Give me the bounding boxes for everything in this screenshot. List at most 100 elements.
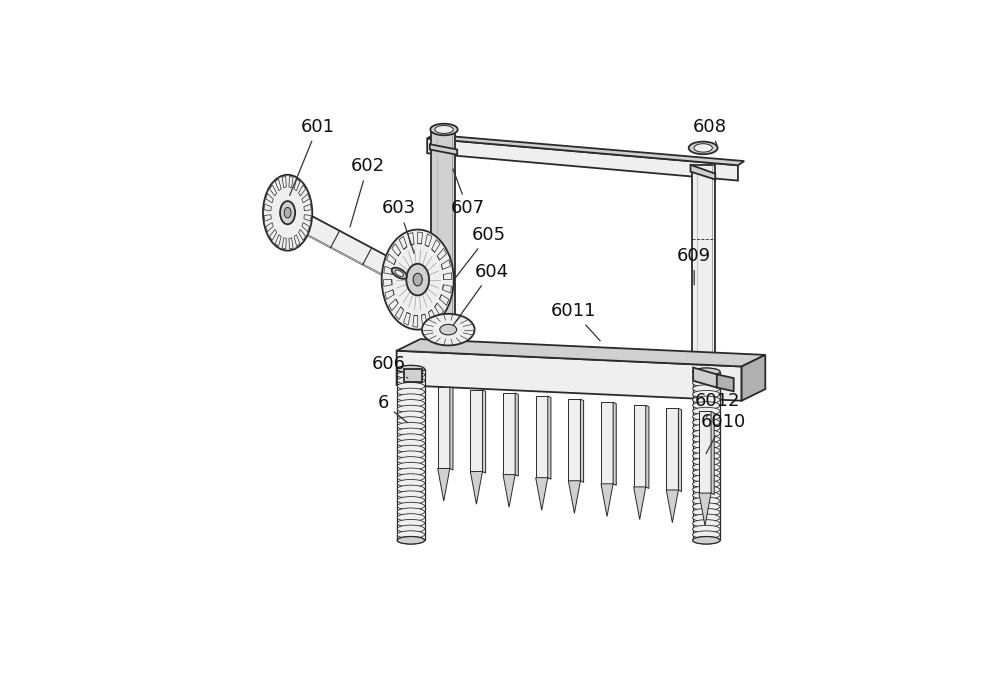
- Ellipse shape: [693, 514, 720, 522]
- Ellipse shape: [440, 324, 457, 335]
- Ellipse shape: [413, 274, 422, 286]
- Ellipse shape: [693, 486, 720, 493]
- Polygon shape: [270, 185, 277, 196]
- Ellipse shape: [397, 514, 425, 521]
- Polygon shape: [298, 185, 306, 196]
- Polygon shape: [427, 138, 738, 181]
- Polygon shape: [395, 307, 404, 319]
- Ellipse shape: [397, 474, 425, 482]
- Ellipse shape: [693, 492, 720, 499]
- Ellipse shape: [693, 391, 720, 398]
- Polygon shape: [302, 194, 309, 203]
- Ellipse shape: [397, 497, 425, 504]
- Ellipse shape: [693, 430, 720, 437]
- Ellipse shape: [693, 475, 720, 482]
- Text: 604: 604: [454, 263, 508, 325]
- Ellipse shape: [397, 371, 425, 378]
- Polygon shape: [438, 469, 450, 501]
- Ellipse shape: [693, 368, 720, 376]
- Polygon shape: [503, 393, 515, 475]
- Polygon shape: [294, 235, 300, 246]
- Ellipse shape: [397, 417, 425, 424]
- Ellipse shape: [693, 536, 720, 544]
- Polygon shape: [568, 481, 580, 514]
- Polygon shape: [536, 477, 548, 510]
- Ellipse shape: [397, 394, 425, 402]
- Polygon shape: [470, 390, 482, 471]
- Polygon shape: [666, 408, 678, 490]
- Ellipse shape: [397, 406, 425, 413]
- Text: 609: 609: [677, 247, 711, 285]
- Ellipse shape: [693, 458, 720, 465]
- Ellipse shape: [406, 264, 429, 295]
- Ellipse shape: [693, 469, 720, 477]
- Ellipse shape: [397, 491, 425, 499]
- Ellipse shape: [422, 314, 475, 345]
- Text: 605: 605: [454, 226, 506, 280]
- Polygon shape: [693, 367, 717, 388]
- Polygon shape: [430, 144, 457, 155]
- Polygon shape: [580, 399, 584, 482]
- Polygon shape: [666, 490, 678, 523]
- Ellipse shape: [397, 451, 425, 458]
- Ellipse shape: [397, 502, 425, 510]
- Ellipse shape: [397, 440, 425, 447]
- Ellipse shape: [693, 436, 720, 443]
- Ellipse shape: [693, 464, 720, 471]
- Ellipse shape: [694, 144, 712, 152]
- Ellipse shape: [693, 396, 720, 404]
- Ellipse shape: [392, 267, 407, 279]
- Ellipse shape: [397, 389, 425, 396]
- Polygon shape: [692, 165, 715, 358]
- Ellipse shape: [693, 379, 720, 386]
- Polygon shape: [427, 135, 744, 166]
- Polygon shape: [408, 233, 414, 245]
- Polygon shape: [450, 387, 453, 470]
- Ellipse shape: [693, 452, 720, 460]
- Polygon shape: [385, 290, 394, 300]
- Polygon shape: [428, 310, 436, 323]
- Ellipse shape: [431, 319, 455, 329]
- Polygon shape: [536, 396, 548, 477]
- Polygon shape: [399, 237, 407, 249]
- Polygon shape: [601, 484, 613, 516]
- Polygon shape: [441, 260, 451, 269]
- Polygon shape: [699, 411, 711, 493]
- Ellipse shape: [397, 457, 425, 464]
- Text: 606: 606: [372, 355, 408, 378]
- Text: 607: 607: [451, 169, 485, 218]
- Text: 601: 601: [290, 118, 335, 196]
- Polygon shape: [404, 369, 422, 382]
- Ellipse shape: [693, 447, 720, 454]
- Polygon shape: [387, 254, 396, 265]
- Polygon shape: [289, 238, 293, 249]
- Polygon shape: [294, 179, 300, 191]
- Ellipse shape: [397, 508, 425, 516]
- Ellipse shape: [693, 424, 720, 432]
- Polygon shape: [397, 339, 765, 367]
- Polygon shape: [288, 208, 404, 282]
- Ellipse shape: [397, 399, 425, 407]
- Polygon shape: [392, 244, 401, 256]
- Polygon shape: [678, 408, 682, 492]
- Ellipse shape: [397, 536, 425, 544]
- Polygon shape: [438, 387, 450, 469]
- Ellipse shape: [397, 525, 425, 533]
- Polygon shape: [634, 487, 646, 520]
- Ellipse shape: [693, 413, 720, 421]
- Polygon shape: [437, 248, 446, 260]
- Ellipse shape: [689, 142, 718, 154]
- Polygon shape: [443, 285, 452, 293]
- Ellipse shape: [280, 201, 295, 224]
- Text: 6011: 6011: [550, 302, 600, 341]
- Ellipse shape: [397, 531, 425, 538]
- Ellipse shape: [693, 368, 720, 376]
- Polygon shape: [266, 194, 273, 203]
- Polygon shape: [601, 402, 613, 484]
- Ellipse shape: [693, 503, 720, 510]
- Polygon shape: [470, 471, 482, 504]
- Polygon shape: [711, 411, 714, 495]
- Ellipse shape: [397, 434, 425, 441]
- Polygon shape: [699, 493, 711, 526]
- Polygon shape: [432, 239, 440, 252]
